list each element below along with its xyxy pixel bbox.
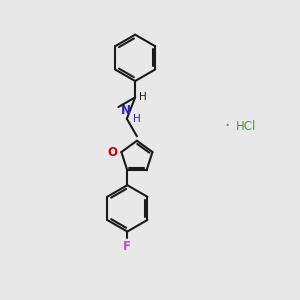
- Text: ·: ·: [225, 117, 230, 135]
- Text: O: O: [107, 146, 117, 158]
- Text: N: N: [121, 104, 130, 117]
- Text: HCl: HCl: [236, 120, 256, 133]
- Text: F: F: [123, 240, 131, 253]
- Text: H: H: [139, 92, 147, 102]
- Text: H: H: [134, 114, 141, 124]
